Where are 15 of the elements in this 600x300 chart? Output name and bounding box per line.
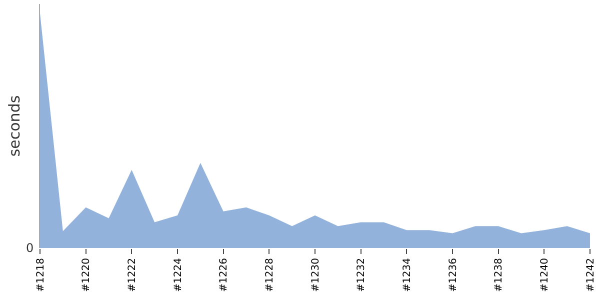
x-tick-label: #1228 <box>264 258 276 292</box>
x-tick-label: #1242 <box>585 258 596 292</box>
x-tick-label: #1236 <box>448 258 459 292</box>
x-tick-label: #1222 <box>126 258 138 292</box>
annotation: 0 <box>26 241 34 255</box>
x-tick-label: #1224 <box>172 258 184 292</box>
x-tick-label: #1234 <box>402 258 413 292</box>
y-axis-title: seconds <box>5 95 24 157</box>
x-tick-label: #1232 <box>356 258 368 292</box>
x-tick-label: #1230 <box>310 258 322 292</box>
x-tick-label: #1238 <box>494 258 505 292</box>
x-tick-label: #1226 <box>218 258 230 292</box>
x-tick-label: #1220 <box>81 258 92 292</box>
x-tick-label: #1240 <box>539 258 550 292</box>
x-tick-label: #1218 <box>35 258 46 292</box>
